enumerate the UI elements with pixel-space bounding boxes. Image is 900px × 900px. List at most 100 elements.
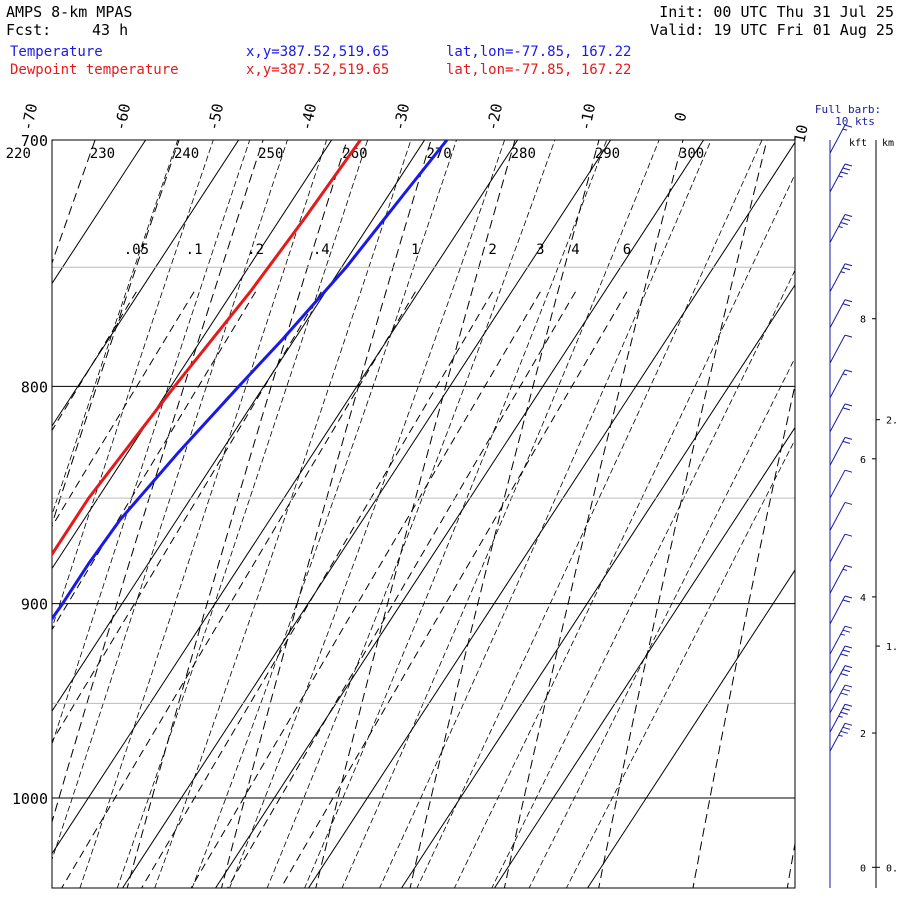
barb-legend-line2: 10 kts bbox=[835, 115, 875, 128]
wind-barb-half-feather bbox=[840, 271, 845, 274]
dry-adiabat-line bbox=[52, 140, 96, 265]
legend-temperature-name: Temperature bbox=[10, 44, 103, 60]
wind-barb-feather bbox=[840, 730, 848, 734]
isotherm-line bbox=[52, 140, 519, 855]
wind-barb-staff bbox=[829, 665, 846, 694]
mixing-ratio-label: 3 bbox=[536, 242, 544, 258]
wind-barb-feather bbox=[840, 171, 848, 175]
legend-temperature-xy: x,y=387.52,519.65 bbox=[246, 44, 390, 60]
temperature-tick-label: -60 bbox=[111, 102, 134, 132]
kft-tick-label: 4 bbox=[860, 593, 866, 604]
dry-adiabat-line bbox=[786, 840, 795, 888]
mixing-ratio-line bbox=[52, 291, 137, 432]
dry-adiabat-line bbox=[598, 140, 768, 888]
wind-barb-feather bbox=[842, 599, 851, 603]
wind-barb-feather bbox=[844, 703, 853, 707]
wind-barb bbox=[829, 469, 853, 499]
forecast-label: Fcst: bbox=[6, 21, 52, 39]
wind-barb bbox=[829, 124, 853, 154]
theta-label: 290 bbox=[595, 146, 620, 162]
wind-barb-feather bbox=[840, 673, 848, 677]
temperature-tick-label: -10 bbox=[576, 102, 599, 132]
forecast-hour: 43 h bbox=[92, 21, 129, 39]
moist-adiabat-line bbox=[491, 269, 795, 888]
wind-barb-feather bbox=[842, 669, 851, 673]
valid-time: Valid: 19 UTC Fri 01 Aug 25 bbox=[650, 21, 894, 39]
isotherm-line bbox=[52, 140, 240, 427]
wind-barb-feather bbox=[844, 369, 853, 373]
mixing-ratio-label: .2 bbox=[247, 242, 264, 258]
moist-adiabat-line bbox=[266, 140, 556, 888]
legend-dewpoint-name: Dewpoint temperature bbox=[10, 62, 179, 78]
moist-adiabat-line bbox=[116, 140, 369, 888]
mixing-ratio-line bbox=[280, 291, 628, 888]
mixing-ratio-label: .4 bbox=[313, 242, 330, 258]
wind-barb-staff bbox=[829, 565, 846, 594]
pressure-tick-label: 900 bbox=[21, 596, 48, 614]
wind-barb-feather bbox=[844, 214, 853, 217]
wind-barb-staff bbox=[829, 403, 846, 433]
wind-barb bbox=[829, 334, 853, 364]
temperature-tick-label: -20 bbox=[483, 102, 506, 132]
wind-barb-feather bbox=[844, 595, 853, 599]
theta-label: 230 bbox=[90, 146, 115, 162]
dry-adiabat-line bbox=[52, 140, 180, 526]
wind-barb-feather bbox=[844, 722, 853, 726]
moist-adiabat-line bbox=[229, 140, 506, 888]
wind-barb bbox=[829, 369, 853, 399]
wind-barb-staff bbox=[829, 214, 846, 243]
theta-label: 300 bbox=[679, 146, 704, 162]
mixing-ratio-line bbox=[190, 291, 541, 888]
mixing-ratio-line bbox=[227, 291, 576, 888]
wind-barb-feather bbox=[842, 167, 851, 171]
km-tick-label: 2. bbox=[886, 416, 898, 427]
wind-barb bbox=[829, 533, 853, 563]
moist-adiabat-line bbox=[304, 140, 608, 888]
temperature-profile-line bbox=[52, 140, 449, 622]
mixing-ratio-label: 1 bbox=[411, 242, 419, 258]
wind-barb-feather bbox=[844, 501, 853, 505]
plot-frame bbox=[51, 139, 796, 889]
moist-adiabat-line bbox=[379, 140, 712, 888]
wind-barb-half-feather bbox=[838, 715, 843, 718]
wind-barb-feather bbox=[844, 665, 853, 669]
dry-adiabat-line bbox=[315, 140, 516, 888]
wind-barb-feather bbox=[844, 564, 853, 568]
mixing-ratio-line bbox=[52, 291, 257, 631]
wind-barb-feather bbox=[842, 649, 851, 653]
wind-barb-half-feather bbox=[842, 373, 848, 376]
isotherm-line bbox=[494, 426, 795, 888]
wind-barb-feather bbox=[844, 334, 853, 338]
wind-barb-feather bbox=[842, 726, 851, 730]
kft-tick-label: 6 bbox=[860, 455, 866, 466]
init-time: Init: 00 UTC Thu 31 Jul 25 bbox=[659, 3, 894, 21]
mixing-ratio-line bbox=[52, 291, 195, 528]
dry-adiabat-line bbox=[52, 140, 264, 824]
wind-barb-feather bbox=[840, 711, 848, 715]
legend-dewpoint-latlon: lat,lon=-77.85, 167.22 bbox=[446, 62, 632, 78]
wind-barb-feather bbox=[844, 124, 853, 128]
moist-adiabat-line bbox=[191, 140, 457, 888]
wind-barb-staff bbox=[829, 684, 846, 714]
mixing-ratio-label: .05 bbox=[124, 242, 149, 258]
wind-barb bbox=[829, 665, 853, 694]
wind-barb-feather bbox=[842, 303, 851, 307]
mixing-ratio-line bbox=[61, 291, 416, 888]
wind-barb-staff bbox=[829, 163, 846, 193]
wind-barb-feather bbox=[844, 436, 853, 440]
wind-barb-staff bbox=[829, 645, 846, 675]
wind-barb bbox=[829, 163, 853, 193]
wind-barb bbox=[829, 564, 853, 594]
wind-barb-staff bbox=[829, 502, 846, 531]
mixing-ratio-label: .1 bbox=[186, 242, 203, 258]
wind-barb bbox=[829, 436, 853, 466]
wind-barb-staff bbox=[829, 334, 846, 364]
wind-barb-feather bbox=[842, 218, 851, 221]
moist-adiabat-line bbox=[416, 140, 763, 888]
wind-barb bbox=[829, 645, 853, 675]
mixing-ratio-label: 4 bbox=[571, 242, 579, 258]
pressure-tick-label: 800 bbox=[21, 378, 48, 396]
wind-barb-feather bbox=[842, 440, 851, 444]
isotherm-line bbox=[122, 140, 612, 888]
kft-tick-label: 8 bbox=[860, 315, 866, 326]
